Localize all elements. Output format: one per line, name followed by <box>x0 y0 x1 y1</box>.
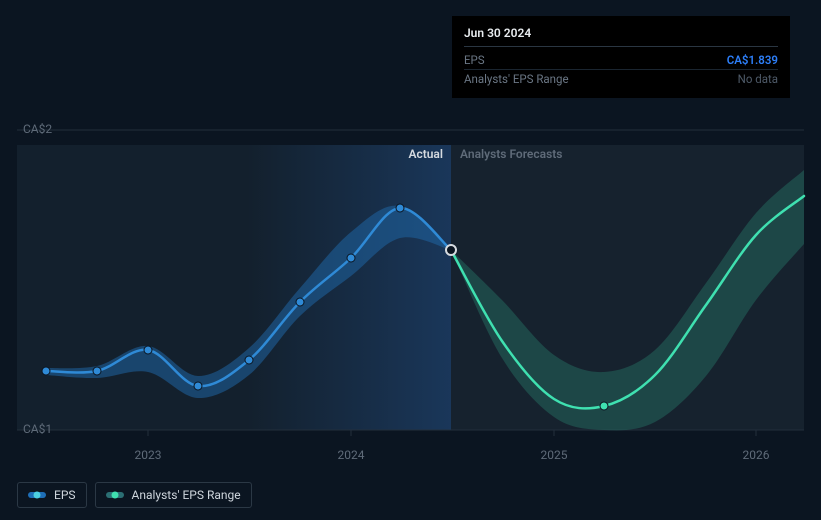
legend-item[interactable]: Analysts' EPS Range <box>95 482 252 508</box>
eps-point[interactable] <box>245 356 253 364</box>
section-label-forecast: Analysts Forecasts <box>460 147 562 161</box>
eps-point[interactable] <box>296 298 304 306</box>
hover-point-icon <box>446 245 456 255</box>
x-tick-label: 2023 <box>135 448 162 462</box>
y-tick-label: CA$2 <box>23 122 52 136</box>
section-label-actual: Actual <box>408 147 443 161</box>
eps-point[interactable] <box>396 204 404 212</box>
hover-tooltip: Jun 30 2024 EPS CA$1.839 Analysts' EPS Ran… <box>452 16 790 98</box>
y-tick-label: CA$1 <box>23 422 52 436</box>
eps-point[interactable] <box>600 402 608 410</box>
legend-swatch-icon <box>28 492 46 498</box>
legend-label: Analysts' EPS Range <box>132 488 241 502</box>
tooltip-row-value: No data <box>738 72 778 86</box>
tooltip-row-label: EPS <box>464 53 485 67</box>
eps-point[interactable] <box>93 367 101 375</box>
eps-point[interactable] <box>42 367 50 375</box>
eps-point[interactable] <box>347 254 355 262</box>
eps-point[interactable] <box>194 382 202 390</box>
x-tick-label: 2025 <box>541 448 568 462</box>
chart-container: CA$2 CA$1 2023 2024 2025 2026 Actual Ana… <box>0 0 821 520</box>
tooltip-row-label: Analysts' EPS Range <box>464 72 569 86</box>
legend-item[interactable]: EPS <box>17 482 87 508</box>
x-tick-label: 2026 <box>743 448 770 462</box>
legend-swatch-icon <box>106 492 124 498</box>
x-tick-label: 2024 <box>338 448 365 462</box>
chart-legend: EPS Analysts' EPS Range <box>17 482 252 508</box>
legend-label: EPS <box>54 488 76 502</box>
tooltip-date: Jun 30 2024 <box>464 26 778 47</box>
tooltip-row: Analysts' EPS Range No data <box>464 70 778 88</box>
tooltip-row: EPS CA$1.839 <box>464 51 778 70</box>
tooltip-row-value: CA$1.839 <box>727 53 778 67</box>
eps-point[interactable] <box>144 346 152 354</box>
